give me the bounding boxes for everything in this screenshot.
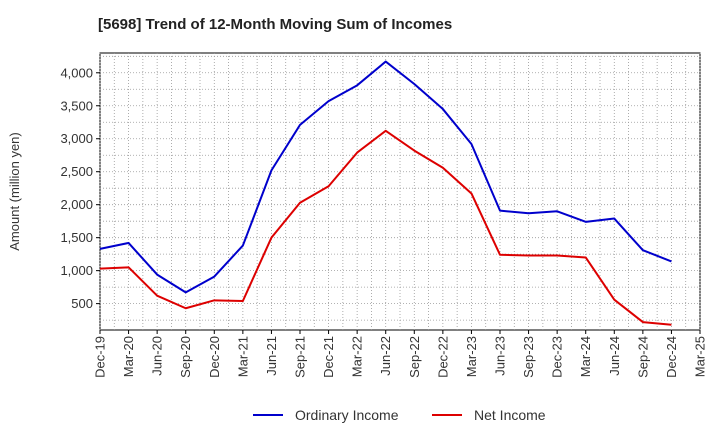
x-tick-label: Mar-22 xyxy=(350,336,365,377)
x-tick-label: Sep-24 xyxy=(635,336,650,378)
x-tick-label: Sep-21 xyxy=(293,336,308,378)
x-tick-label: Mar-20 xyxy=(121,336,136,377)
x-tick-label: Dec-24 xyxy=(664,336,679,378)
y-tick-label: 2,000 xyxy=(60,197,93,212)
x-tick-label: Sep-20 xyxy=(178,336,193,378)
y-tick-label: 500 xyxy=(71,296,93,311)
x-tick-label: Dec-22 xyxy=(435,336,450,378)
x-tick-label: Jun-23 xyxy=(493,336,508,376)
y-tick-label: 3,500 xyxy=(60,98,93,113)
x-tick-label: Sep-23 xyxy=(521,336,536,378)
x-tick-label: Jun-24 xyxy=(607,336,622,376)
x-tick-label: Dec-19 xyxy=(93,336,108,378)
y-tick-label: 1,000 xyxy=(60,263,93,278)
series-lines xyxy=(99,60,672,326)
x-tick-label: Jun-22 xyxy=(378,336,393,376)
x-tick-label: Dec-23 xyxy=(550,336,565,378)
chart-title: [5698] Trend of 12-Month Moving Sum of I… xyxy=(98,16,453,33)
x-axis-ticks: Dec-19 Mar-20 Jun-20 Sep-20 Dec-20 Mar-21 Jun-… xyxy=(93,330,708,378)
x-tick-label: Dec-20 xyxy=(207,336,222,378)
y-tick-label: 4,000 xyxy=(60,65,93,80)
legend-label: Net Income xyxy=(474,407,546,423)
x-tick-label: Jun-20 xyxy=(150,336,165,376)
x-tick-label: Dec-21 xyxy=(321,336,336,378)
y-tick-label: 2,500 xyxy=(60,164,93,179)
y-tick-label: 3,000 xyxy=(60,131,93,146)
x-tick-label: Mar-24 xyxy=(578,336,593,377)
y-axis-ticks: 500 1,000 1,500 2,000 2,500 3,000 3,500 4,000 xyxy=(60,65,100,311)
x-tick-label: Jun-21 xyxy=(264,336,279,376)
grid-lines xyxy=(99,53,701,330)
legend: Ordinary Income Net Income xyxy=(253,407,546,423)
x-tick-label: Mar-21 xyxy=(235,336,250,377)
y-axis-label: Amount (million yen) xyxy=(7,132,22,251)
legend-label: Ordinary Income xyxy=(295,407,399,423)
x-tick-label: Sep-22 xyxy=(407,336,422,378)
x-tick-label: Mar-23 xyxy=(464,336,479,377)
y-tick-label: 1,500 xyxy=(60,230,93,245)
x-tick-label: Mar-25 xyxy=(693,336,708,377)
